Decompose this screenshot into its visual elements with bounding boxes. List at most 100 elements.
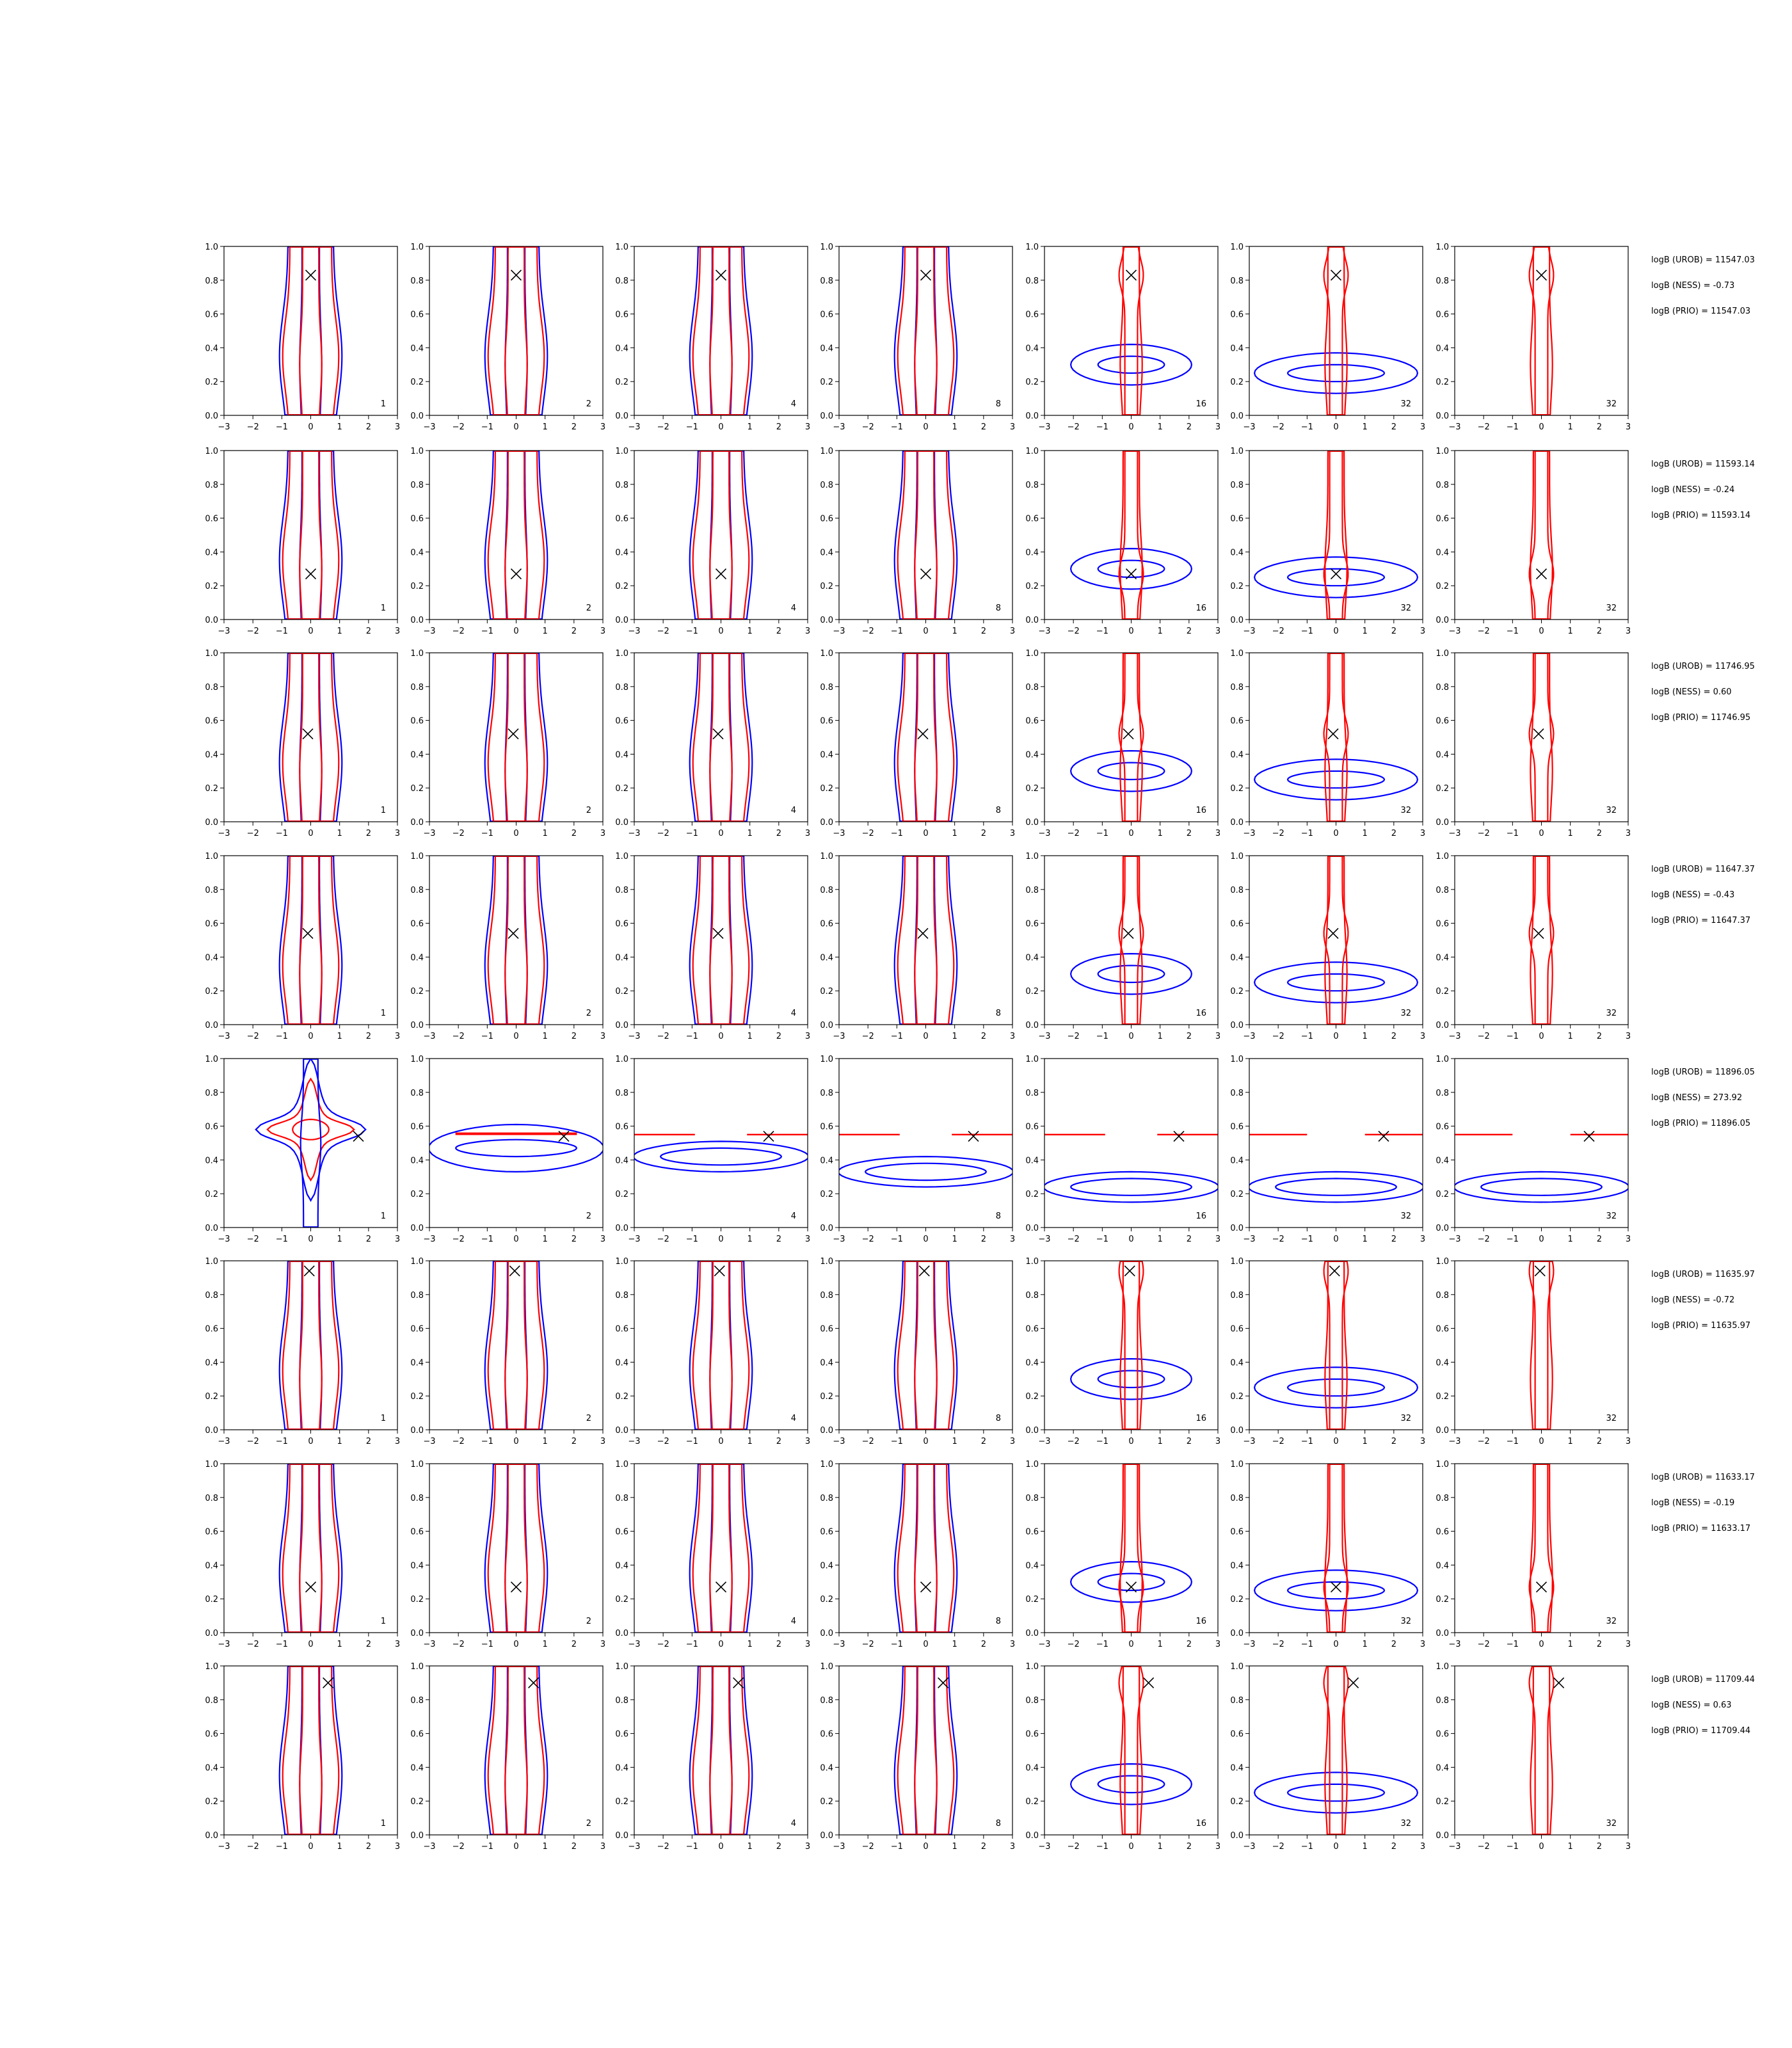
y-tick-label: 0.6 [615,717,628,726]
blue-contour [1069,547,1193,590]
red-contour [709,856,733,1025]
y-tick-label: 0.2 [1230,1190,1244,1199]
red-contour [897,856,955,1025]
axes-frame [838,855,1013,1025]
subplot-r8-c5: −3 −2 −1 0 1 2 3 0.0 0.2 0.4 0.6 0.8 1.0 16 [1025,1662,1220,1852]
y-tick-label: 0.0 [410,1426,424,1436]
subplot-r5-c1: −3 −2 −1 0 1 2 3 0.0 0.2 0.4 0.6 0.8 1.0 1 [205,1055,400,1244]
x-tick-label: 3 [1215,1235,1220,1244]
y-tick-label: 0.8 [410,1291,424,1300]
y-tick-label: 1.0 [615,1257,628,1267]
subplot-r2-c1: −3 −2 −1 0 1 2 3 0.0 0.2 0.4 0.6 0.8 1.0 1 [205,447,400,636]
contour-layer [689,653,753,822]
x-tick-label: −2 [657,1032,669,1041]
y-tick-label: 0.2 [615,378,628,387]
red-contour [1324,1464,1348,1633]
red-contour [1528,1666,1555,1835]
marker-x [510,568,522,580]
x-tick-label: 0 [923,1032,928,1041]
x-tick-label: −3 [1038,1437,1050,1446]
y-tick-label: 1.0 [615,1460,628,1469]
x-tick-label: −3 [1243,829,1255,838]
x-tick-label: −3 [218,1437,230,1446]
subplot-corner-label: 2 [586,1414,591,1423]
y-tick-label: 0.8 [820,683,833,692]
subplot-r8-c1: −3 −2 −1 0 1 2 3 0.0 0.2 0.4 0.6 0.8 1.0 1 [205,1662,400,1852]
y-tick-label: 0.2 [615,784,628,794]
y-tick-label: 0.6 [820,1730,833,1740]
y-tick-label: 0.2 [410,1392,424,1402]
axes-frame [223,855,398,1025]
x-tick-label: 2 [1391,422,1396,432]
y-tick-label: 0.4 [205,1763,218,1773]
axes-frame [1044,1260,1219,1430]
red-contour [692,451,750,620]
contour-layer [1528,1464,1555,1633]
x-tick-label: 1 [748,1640,753,1649]
red-contour [282,1261,340,1430]
x-tick-label: 2 [572,1842,577,1852]
marker-x [1125,269,1137,281]
x-tick-label: −2 [1068,829,1080,838]
y-tick-label: 0.6 [1436,310,1449,320]
y-tick-label: 0.4 [1230,1763,1244,1773]
x-tick-label: 0 [1539,1235,1544,1244]
red-contour [504,653,528,822]
x-tick-label: −3 [423,829,435,838]
y-tick-label: 0.4 [1436,953,1449,963]
x-tick-label: 0 [1539,1640,1544,1649]
x-tick-label: 0 [1128,1640,1133,1649]
axes-frame [634,246,808,416]
axes-frame [223,450,398,620]
x-tick-label: 3 [600,1235,605,1244]
y-tick-label: 0.2 [1025,582,1039,591]
x-tick-label: −1 [1096,1842,1108,1852]
y-tick-label: 0.0 [1436,818,1449,828]
x-tick-label: −1 [891,627,903,636]
x-tick-label: −2 [1272,829,1284,838]
y-tick-label: 1.0 [1436,1055,1449,1064]
blue-contour [1253,352,1419,394]
y-tick-label: 1.0 [205,243,218,252]
blue-contour [1044,1171,1218,1203]
subplot-r3-c7: −3 −2 −1 0 1 2 3 0.0 0.2 0.4 0.6 0.8 1.0 32 [1436,649,1631,838]
blue-contour [893,451,958,620]
y-tick-label: 0.8 [1025,1089,1039,1098]
subplot-corner-label: 8 [996,604,1001,613]
red-contour [1118,1666,1144,1835]
y-tick-label: 0.8 [615,1494,628,1503]
x-tick-label: 3 [1010,1842,1015,1852]
x-tick-label: 3 [1215,1032,1220,1041]
x-tick-label: 1 [952,1032,957,1041]
y-tick-label: 0.0 [410,412,424,421]
x-tick-label: −3 [1243,627,1255,636]
x-tick-label: −1 [1301,1235,1313,1244]
x-tick-label: 2 [366,1640,371,1649]
x-tick-label: −2 [452,627,465,636]
red-contour [1119,1261,1143,1430]
subplot-r4-c6: −3 −2 −1 0 1 2 3 0.0 0.2 0.4 0.6 0.8 1.0 32 [1230,852,1425,1041]
y-tick-label: 0.0 [410,616,424,625]
y-tick-label: 0.0 [1025,1831,1039,1841]
y-tick-label: 0.0 [1436,1629,1449,1638]
subplot-corner-label: 4 [791,1617,796,1626]
contour-layer [484,856,548,1025]
x-tick-label: −2 [247,1640,259,1649]
y-tick-label: 0.8 [615,1089,628,1098]
y-tick-label: 0.4 [820,1561,833,1571]
x-tick-label: 0 [1539,829,1544,838]
y-tick-label: 0.0 [1230,412,1244,421]
y-tick-label: 0.0 [820,616,833,625]
x-tick-label: 2 [1597,1640,1602,1649]
x-tick-label: 1 [1158,627,1163,636]
y-tick-label: 0.0 [820,1629,833,1638]
red-contour [282,1666,340,1835]
x-tick-label: 2 [981,627,986,636]
x-tick-label: −2 [862,1235,874,1244]
x-tick-label: −1 [1507,829,1519,838]
x-tick-label: 0 [1128,627,1133,636]
red-contour [897,653,955,822]
y-tick-label: 0.0 [1436,1426,1449,1436]
x-tick-label: 3 [1010,422,1015,432]
y-tick-label: 0.8 [1025,276,1039,286]
